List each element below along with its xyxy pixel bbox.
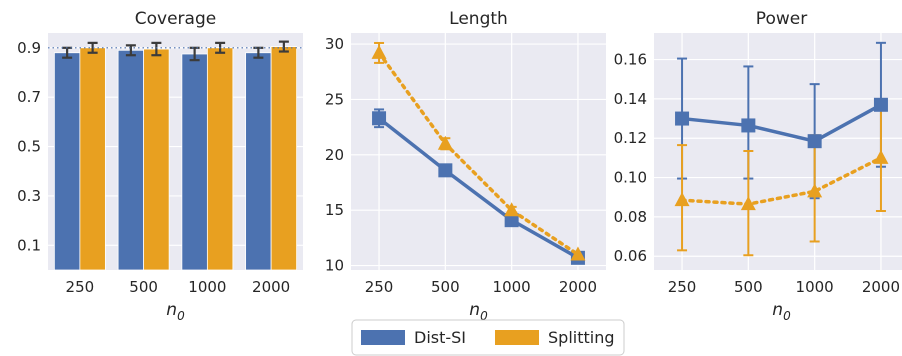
legend-swatch-splitting <box>495 330 539 345</box>
length-ytick-label: 20 <box>325 146 344 164</box>
length-point-dist-si <box>438 163 453 178</box>
power-xlabel-subscript: 0 <box>783 309 791 323</box>
legend-label-dist-si: Dist-SI <box>414 328 466 347</box>
power-ytick-label: 0.08 <box>614 208 647 226</box>
length-ytick-label: 25 <box>325 90 344 108</box>
power-point-dist-si <box>873 97 888 112</box>
coverage-title: Coverage <box>135 9 216 29</box>
coverage-bar-splitting <box>270 46 298 271</box>
coverage-xtick-label: 1000 <box>188 278 226 296</box>
coverage-bar-splitting <box>143 48 170 271</box>
power-xlabel: n0 <box>772 300 791 323</box>
coverage-bar-splitting <box>206 47 234 271</box>
length-xtick-label: 2000 <box>559 278 597 296</box>
power-xtick-label: 250 <box>668 278 697 296</box>
power-ytick-label: 0.14 <box>614 90 647 108</box>
power-ytick-label: 0.16 <box>614 51 647 69</box>
coverage-ytick-label: 0.7 <box>17 88 41 106</box>
coverage-bar-dist-si <box>53 52 81 271</box>
coverage-ytick-label: 0.1 <box>17 236 41 254</box>
legend: Dist-SI Splitting <box>351 319 625 356</box>
length-xlabel-subscript: 0 <box>480 309 488 323</box>
power-line-dist-si <box>681 103 882 143</box>
coverage-xlabel-subscript: 0 <box>177 309 185 323</box>
power-ytick-label: 0.10 <box>614 169 647 187</box>
coverage-bar-dist-si <box>181 53 208 271</box>
length-point-dist-si <box>372 111 387 126</box>
coverage-ytick-label: 0.3 <box>17 187 41 205</box>
legend-label-splitting: Splitting <box>548 328 615 347</box>
length-ytick-label: 30 <box>325 35 344 53</box>
power-xtick-label: 2000 <box>862 278 900 296</box>
power-line-splitting <box>680 156 883 206</box>
power-ytick-label: 0.12 <box>614 129 647 147</box>
length-xtick-label: 250 <box>365 278 394 296</box>
length-point-splitting <box>437 135 453 150</box>
legend-frame <box>351 319 625 356</box>
length-line-splitting <box>377 51 580 257</box>
power-point-splitting <box>740 196 756 211</box>
power-title: Power <box>756 9 807 29</box>
coverage-xtick-label: 250 <box>66 278 95 296</box>
length-ytick-label: 10 <box>325 257 344 275</box>
power-panel: 0.06 0.08 0.10 0.12 0.14 0.16 250 500 1000 2000 Po… <box>614 9 902 323</box>
coverage-xtick-label: 500 <box>129 278 158 296</box>
coverage-panel: 0.1 0.3 0.5 0.7 0.9 250 500 1000 2000 Coverage n0 <box>17 9 303 323</box>
coverage-ytick-label: 0.5 <box>17 138 41 156</box>
power-point-splitting <box>807 183 823 198</box>
power-point-splitting <box>873 149 889 164</box>
length-point-dist-si <box>504 213 519 228</box>
power-point-dist-si <box>807 134 822 149</box>
power-xtick-label: 1000 <box>796 278 834 296</box>
coverage-xlabel: n0 <box>166 300 185 323</box>
power-point-dist-si <box>675 111 690 126</box>
power-xtick-label: 500 <box>734 278 763 296</box>
length-line-dist-si <box>377 116 579 260</box>
length-point-splitting <box>570 246 586 261</box>
length-ytick-label: 15 <box>325 201 344 219</box>
coverage-bar-dist-si <box>117 49 145 271</box>
coverage-bar-dist-si <box>245 52 272 271</box>
power-point-dist-si <box>741 118 756 133</box>
coverage-ytick-label: 0.9 <box>17 39 41 57</box>
length-point-splitting <box>371 44 387 59</box>
power-point-splitting <box>674 192 690 207</box>
length-title: Length <box>449 9 508 29</box>
length-point-splitting <box>504 202 520 217</box>
length-xtick-label: 500 <box>431 278 460 296</box>
power-ytick-label: 0.06 <box>614 247 647 265</box>
coverage-xtick-label: 2000 <box>252 278 290 296</box>
coverage-bar-splitting <box>79 47 106 271</box>
legend-swatch-dist-si <box>361 330 405 345</box>
power-plot-area <box>654 33 902 270</box>
length-xtick-label: 1000 <box>493 278 531 296</box>
